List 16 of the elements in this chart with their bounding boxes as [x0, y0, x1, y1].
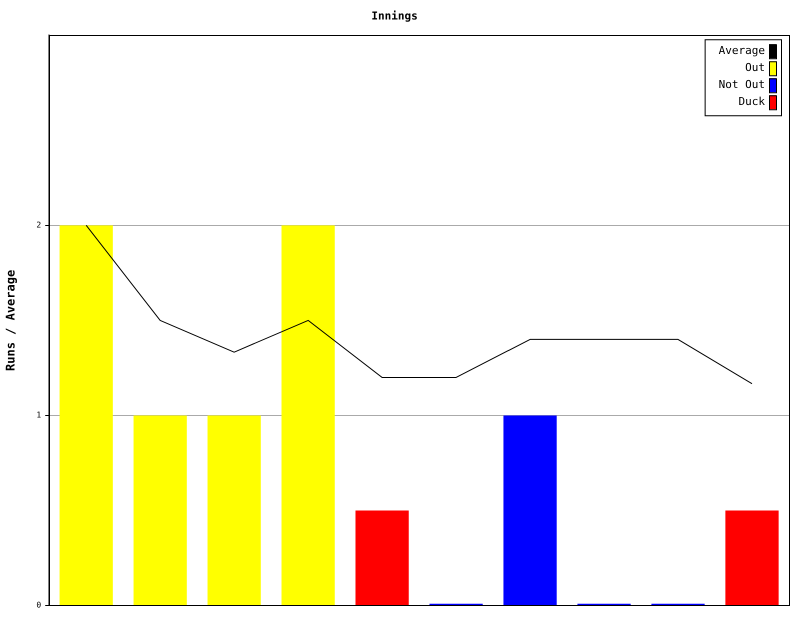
- y-tick-label: 0: [36, 600, 42, 610]
- bar: [60, 225, 113, 606]
- y-tick-label: 2: [36, 220, 42, 230]
- bar: [208, 415, 261, 606]
- legend-label: Out: [745, 61, 765, 74]
- legend-label: Not Out: [718, 78, 765, 92]
- y-tick-label: 1: [36, 410, 42, 420]
- bar: [282, 225, 335, 606]
- chart-title: Innings: [371, 9, 418, 22]
- y-axis-title: Runs / Average: [3, 270, 18, 371]
- bar: [503, 415, 557, 606]
- legend-label: Average: [718, 44, 765, 58]
- bar: [134, 415, 187, 606]
- legend-label: Duck: [738, 95, 766, 108]
- bar: [355, 510, 409, 606]
- bar: [725, 510, 779, 606]
